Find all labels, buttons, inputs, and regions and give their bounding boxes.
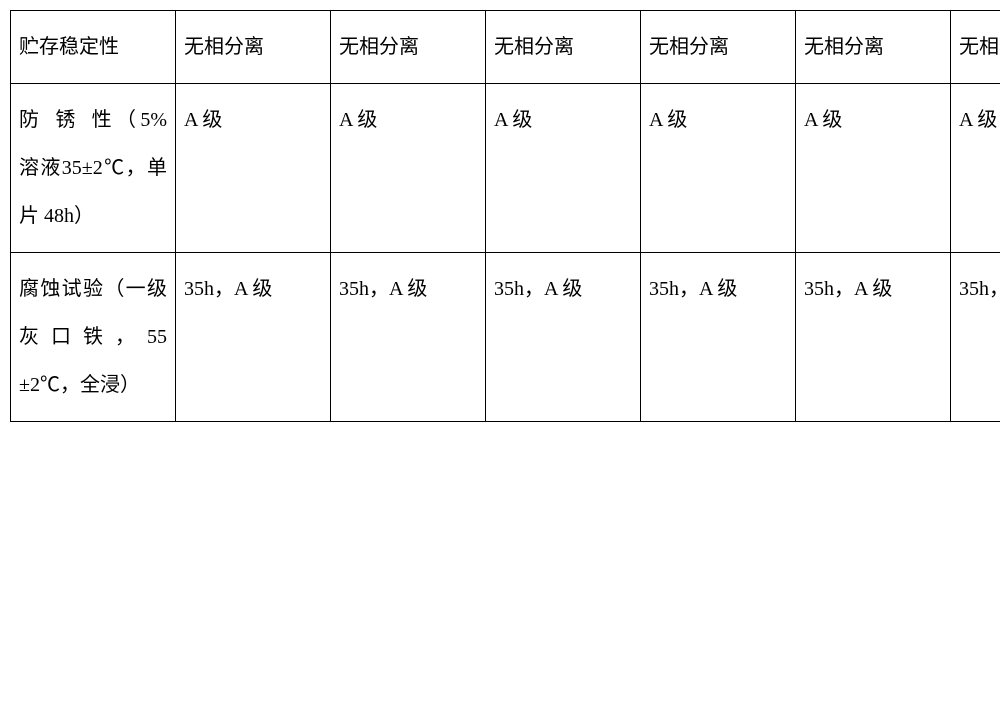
table-cell: A 级 xyxy=(331,84,486,253)
row-header: 防锈性（5%溶液35±2℃，单片 48h） xyxy=(11,84,176,253)
table-cell: 35h，A 级 xyxy=(951,253,1000,422)
table-cell: 35h，A 级 xyxy=(331,253,486,422)
table-cell: A 级 xyxy=(641,84,796,253)
table-cell: A 级 xyxy=(951,84,1000,253)
row-header: 贮存稳定性 xyxy=(11,11,176,84)
table-cell: 35h，A 级 xyxy=(176,253,331,422)
table-cell: 无相分离 xyxy=(641,11,796,84)
table-row: 腐蚀试验（一级灰口铁，55±2℃，全浸） 35h，A 级 35h，A 级 35h… xyxy=(11,253,1000,422)
table-cell: 35h，A 级 xyxy=(641,253,796,422)
table-cell: 无相分离 xyxy=(796,11,951,84)
table-cell: 35h，A 级 xyxy=(486,253,641,422)
row-header: 腐蚀试验（一级灰口铁，55±2℃，全浸） xyxy=(11,253,176,422)
table-cell: A 级 xyxy=(796,84,951,253)
table-cell: 无相分离 xyxy=(331,11,486,84)
table-cell: A 级 xyxy=(486,84,641,253)
table-row: 防锈性（5%溶液35±2℃，单片 48h） A 级 A 级 A 级 A 级 A … xyxy=(11,84,1000,253)
table-cell: 无相分离 xyxy=(951,11,1000,84)
table-cell: A 级 xyxy=(176,84,331,253)
table-cell: 无相分离 xyxy=(486,11,641,84)
table-row: 贮存稳定性 无相分离 无相分离 无相分离 无相分离 无相分离 无相分离 xyxy=(11,11,1000,84)
data-table: 贮存稳定性 无相分离 无相分离 无相分离 无相分离 无相分离 无相分离 防锈性（… xyxy=(10,10,1000,422)
table-cell: 无相分离 xyxy=(176,11,331,84)
table-cell: 35h，A 级 xyxy=(796,253,951,422)
